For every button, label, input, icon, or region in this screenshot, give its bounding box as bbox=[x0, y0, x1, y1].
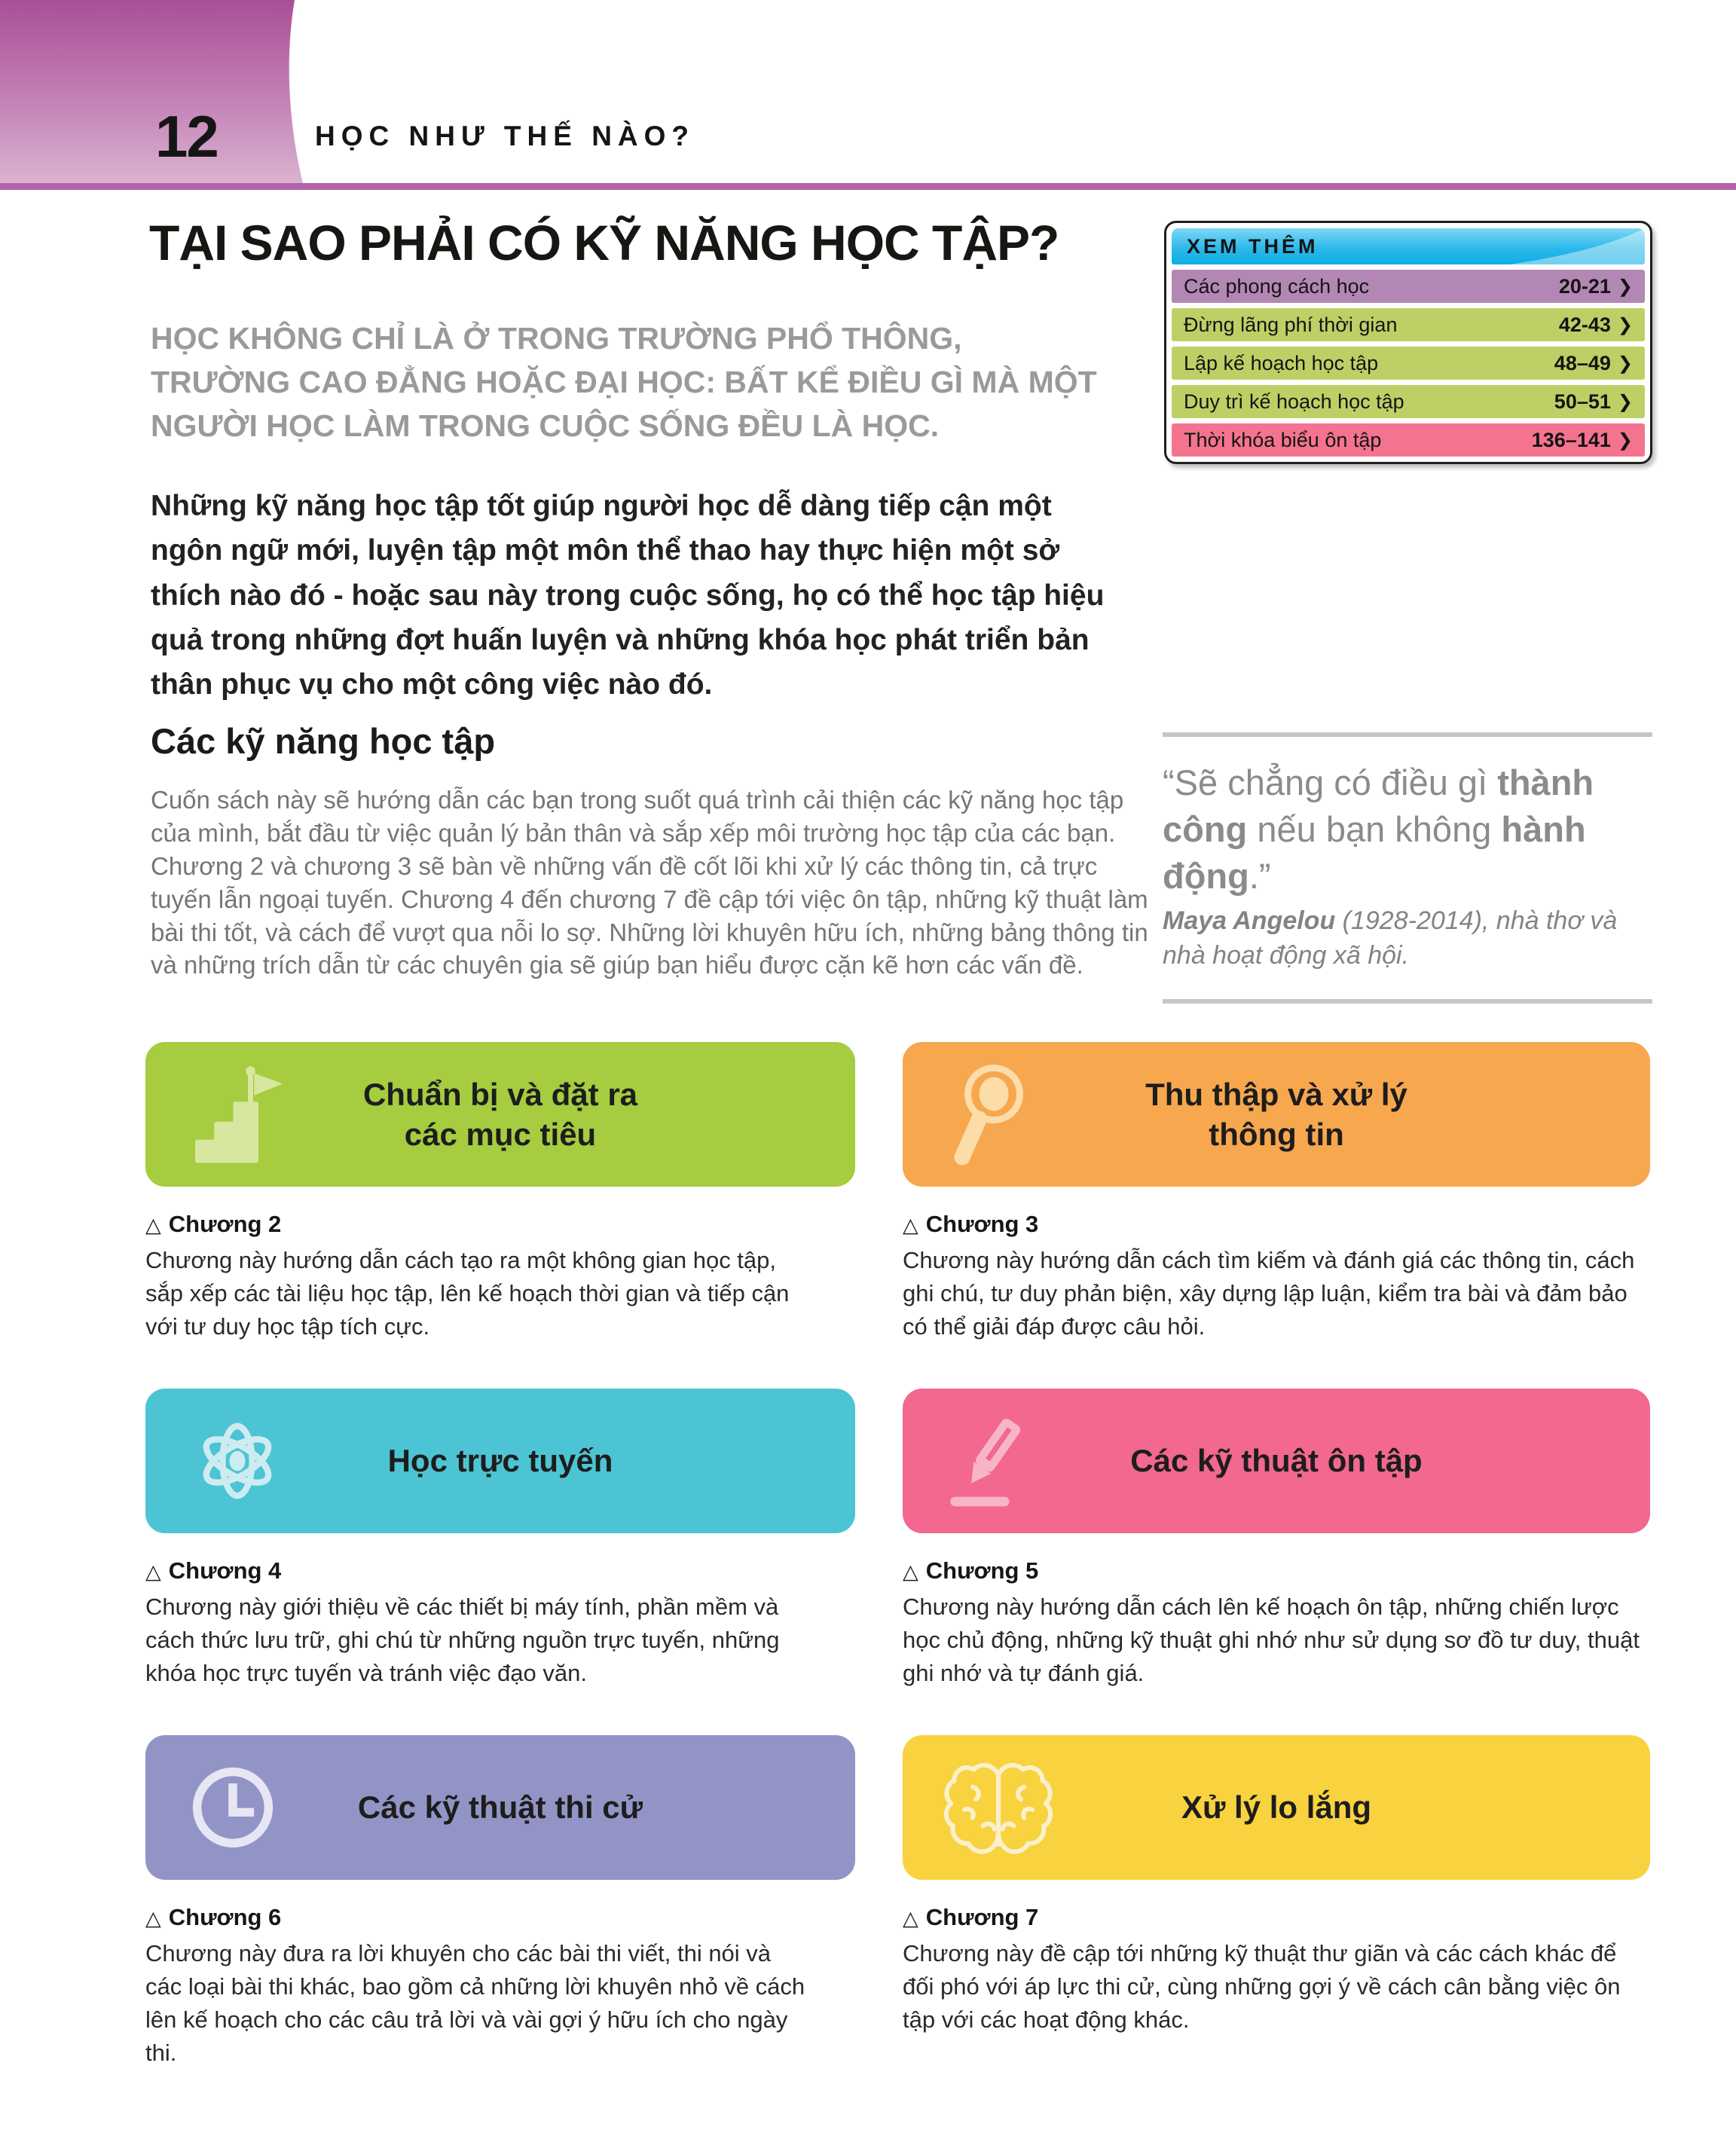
see-also-pages: 50–51 bbox=[1554, 390, 1611, 413]
chapter-card-title: Các kỹ thuật ôn tập bbox=[1130, 1443, 1423, 1479]
chapter-card-online-learning: Học trực tuyến bbox=[145, 1389, 855, 1533]
chapter-card-title: Các kỹ thuật thi cử bbox=[357, 1789, 643, 1826]
chevron-right-icon: ❯ bbox=[1617, 391, 1633, 412]
chapter-description: Chương này hướng dẫn cách lên kế hoạch ô… bbox=[903, 1594, 1640, 1687]
triangle-icon: △ bbox=[145, 1907, 161, 1930]
quote-text: “Sẽ chẳng có điều gì thành công nếu bạn … bbox=[1163, 762, 1594, 897]
see-also-row[interactable]: Duy trì kế hoạch học tập 50–51 ❯ bbox=[1172, 385, 1645, 418]
see-also-row[interactable]: Thời khóa biểu ôn tập 136–141 ❯ bbox=[1172, 423, 1645, 457]
see-also-row[interactable]: Các phong cách học 20-21 ❯ bbox=[1172, 270, 1645, 303]
pull-quote: “Sẽ chẳng có điều gì thành công nếu bạn … bbox=[1163, 732, 1652, 1004]
chapter-card-title: Thu thập và xử lý thông tin bbox=[1145, 1076, 1407, 1152]
standfirst: HỌC KHÔNG CHỈ LÀ Ở TRONG TRƯỜNG PHỔ THÔN… bbox=[151, 321, 1097, 444]
chapter-card-information: Thu thập và xử lý thông tin bbox=[903, 1042, 1650, 1187]
triangle-icon: △ bbox=[145, 1214, 161, 1236]
chapter-marker-label: Chương 6 bbox=[168, 1904, 282, 1930]
chapter-description: Chương này hướng dẫn cách tìm kiếm và đá… bbox=[903, 1247, 1635, 1340]
chevron-right-icon: ❯ bbox=[1617, 353, 1633, 374]
page-title: TẠI SAO PHẢI CÓ KỸ NĂNG HỌC TẬP? bbox=[149, 215, 1059, 270]
goal-flag-steps-icon bbox=[185, 1062, 290, 1167]
chapter-description: Chương này đề cập tới những kỹ thuật thư… bbox=[903, 1940, 1621, 2034]
triangle-icon: △ bbox=[903, 1214, 918, 1236]
page-number: 12 bbox=[155, 103, 219, 170]
wave-decoration bbox=[1509, 228, 1645, 264]
chapter-cell: Học trực tuyến △ Chương 4 Chương này giớ… bbox=[145, 1389, 855, 1735]
see-also-pages: 48–49 bbox=[1554, 351, 1611, 374]
chevron-right-icon: ❯ bbox=[1617, 276, 1633, 297]
chapter-card-revision: Các kỹ thuật ôn tập bbox=[903, 1389, 1650, 1533]
see-also-label: Các phong cách học bbox=[1184, 274, 1370, 298]
triangle-icon: △ bbox=[903, 1907, 918, 1930]
chapter-description: Chương này hướng dẫn cách tạo ra một khô… bbox=[145, 1247, 790, 1340]
see-also-pages: 42-43 bbox=[1558, 313, 1611, 336]
see-also-pages: 136–141 bbox=[1531, 428, 1611, 451]
subsection-body: Cuốn sách này sẽ hướng dẫn các bạn trong… bbox=[151, 786, 1148, 979]
brain-icon bbox=[942, 1755, 1055, 1860]
triangle-icon: △ bbox=[145, 1560, 161, 1583]
see-also-pages: 20-21 bbox=[1558, 274, 1611, 298]
see-also-label: Lập kế hoạch học tập bbox=[1184, 351, 1379, 374]
chapter-marker: △ Chương 3 bbox=[903, 1211, 1650, 1238]
running-head: HỌC NHƯ THẾ NÀO? bbox=[315, 121, 695, 151]
chapter-card-title: Chuẩn bị và đặt ra các mục tiêu bbox=[362, 1076, 638, 1152]
chapter-card-anxiety: Xử lý lo lắng bbox=[903, 1735, 1650, 1880]
chapter-cell: Thu thập và xử lý thông tin △ Chương 3 C… bbox=[903, 1042, 1650, 1389]
intro-paragraph: Những kỹ năng học tập tốt giúp người học… bbox=[151, 490, 1105, 701]
see-also-box: XEM THÊM Các phong cách học 20-21 ❯ Đừng … bbox=[1164, 221, 1652, 464]
chapter-marker: △ Chương 2 bbox=[145, 1211, 855, 1238]
subsection-heading: Các kỹ năng học tập bbox=[151, 721, 496, 761]
see-also-title: XEM THÊM bbox=[1187, 234, 1319, 258]
see-also-row[interactable]: Đừng lãng phí thời gian 42-43 ❯ bbox=[1172, 308, 1645, 341]
see-also-label: Đừng lãng phí thời gian bbox=[1184, 313, 1398, 336]
header-rule bbox=[0, 183, 1736, 190]
page-corner-band bbox=[0, 0, 304, 186]
chapter-marker-label: Chương 2 bbox=[168, 1211, 282, 1237]
chapter-card-goals: Chuẩn bị và đặt ra các mục tiêu bbox=[145, 1042, 855, 1187]
clock-icon bbox=[185, 1759, 281, 1856]
chapter-cell: Các kỹ thuật ôn tập △ Chương 5 Chương nà… bbox=[903, 1389, 1650, 1735]
quote-attribution: Maya Angelou (1928-2014), nhà thơ và nhà… bbox=[1163, 906, 1618, 970]
quote-author: Maya Angelou bbox=[1163, 906, 1336, 936]
chapter-marker-label: Chương 4 bbox=[168, 1557, 282, 1584]
chapter-marker-label: Chương 3 bbox=[925, 1211, 1039, 1237]
highlighter-icon bbox=[942, 1408, 1047, 1514]
triangle-icon: △ bbox=[903, 1560, 918, 1583]
see-also-label: Thời khóa biểu ôn tập bbox=[1184, 428, 1382, 451]
chapter-marker-label: Chương 7 bbox=[925, 1904, 1039, 1930]
chapter-marker: △ Chương 6 bbox=[145, 1904, 855, 1931]
chapter-marker: △ Chương 4 bbox=[145, 1557, 855, 1584]
chapter-cell: Xử lý lo lắng △ Chương 7 Chương này đề c… bbox=[903, 1735, 1650, 2082]
chapter-cell: Các kỹ thuật thi cử △ Chương 6 Chương nà… bbox=[145, 1735, 855, 2082]
chapter-grid: Chuẩn bị và đặt ra các mục tiêu △ Chương… bbox=[145, 1042, 1650, 2082]
chapter-cell: Chuẩn bị và đặt ra các mục tiêu △ Chương… bbox=[145, 1042, 855, 1389]
chapter-marker-label: Chương 5 bbox=[925, 1557, 1039, 1584]
see-also-label: Duy trì kế hoạch học tập bbox=[1184, 390, 1404, 413]
chapter-description: Chương này giới thiệu về các thiết bị má… bbox=[145, 1594, 780, 1687]
magnifier-icon bbox=[942, 1058, 1055, 1171]
chevron-right-icon: ❯ bbox=[1617, 314, 1633, 335]
chapter-card-title: Xử lý lo lắng bbox=[1181, 1789, 1372, 1826]
chapter-marker: △ Chương 7 bbox=[903, 1904, 1650, 1931]
see-also-row[interactable]: Lập kế hoạch học tập 48–49 ❯ bbox=[1172, 347, 1645, 380]
chevron-right-icon: ❯ bbox=[1617, 429, 1633, 451]
chapter-card-exam-techniques: Các kỹ thuật thi cử bbox=[145, 1735, 855, 1880]
chapter-card-title: Học trực tuyến bbox=[387, 1443, 613, 1479]
chapter-description: Chương này đưa ra lời khuyên cho các bài… bbox=[145, 1940, 805, 2067]
see-also-header: XEM THÊM bbox=[1172, 228, 1645, 264]
atom-icon bbox=[185, 1408, 290, 1514]
chapter-marker: △ Chương 5 bbox=[903, 1557, 1650, 1584]
